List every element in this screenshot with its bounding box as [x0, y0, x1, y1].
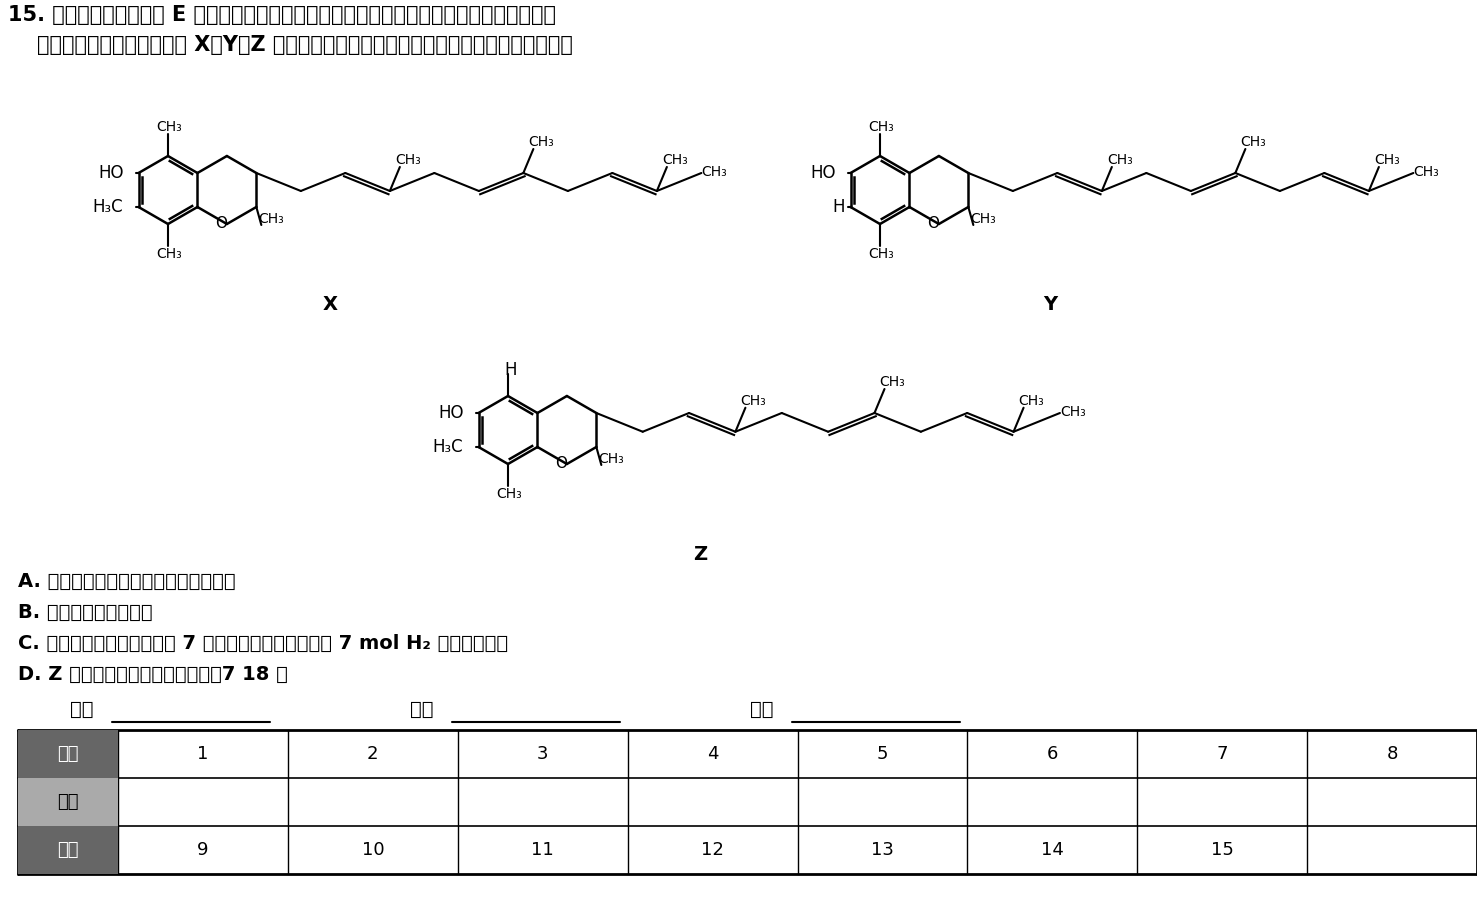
- Text: 班级: 班级: [69, 700, 93, 719]
- Text: B. 三种结构互为同系物: B. 三种结构互为同系物: [18, 603, 152, 622]
- Text: CH₃: CH₃: [662, 153, 688, 167]
- Text: 7: 7: [1217, 745, 1227, 763]
- Text: 分数: 分数: [750, 700, 774, 719]
- Text: CH₃: CH₃: [598, 452, 625, 466]
- Text: 题号: 题号: [58, 745, 78, 763]
- Text: CH₃: CH₃: [157, 120, 182, 134]
- Text: HO: HO: [811, 164, 836, 182]
- Text: 9: 9: [198, 841, 208, 859]
- Text: 中的一种功能性成分。以下 X、Y、Z 是生育三烯酚的三种不同结构，下列有关说法正确的是: 中的一种功能性成分。以下 X、Y、Z 是生育三烯酚的三种不同结构，下列有关说法正…: [7, 35, 573, 55]
- Text: 8: 8: [1387, 745, 1397, 763]
- Text: CH₃: CH₃: [970, 212, 995, 226]
- Text: 答案: 答案: [58, 793, 78, 811]
- Text: CH₃: CH₃: [1241, 135, 1266, 149]
- Text: C. 三种结构的每个分子中有 7 个碳碳双键，最多可以与 7 mol H₂ 发生加成反应: C. 三种结构的每个分子中有 7 个碳碳双键，最多可以与 7 mol H₂ 发生…: [18, 634, 508, 653]
- Text: Y: Y: [1043, 295, 1058, 314]
- Text: 11: 11: [532, 841, 554, 859]
- Text: X: X: [322, 295, 338, 314]
- Bar: [18, 730, 118, 778]
- Text: CH₃: CH₃: [868, 247, 894, 261]
- Text: 2: 2: [368, 745, 378, 763]
- Text: A. 三种结构中均含有三种不同的官能团: A. 三种结构中均含有三种不同的官能团: [18, 572, 236, 591]
- Text: Z: Z: [693, 545, 707, 564]
- Text: 13: 13: [871, 841, 894, 859]
- Text: O: O: [928, 216, 939, 231]
- Text: H: H: [833, 198, 845, 216]
- Text: 15: 15: [1211, 841, 1233, 859]
- Text: CH₃: CH₃: [879, 375, 905, 389]
- Text: O: O: [555, 456, 567, 471]
- Text: HO: HO: [99, 164, 124, 182]
- Text: 姓名: 姓名: [411, 700, 434, 719]
- Text: 15. 生育三烯酚是维生素 E 家族的一个成员，是身体不可缺少的营养成分，是棕椰油和米糠油: 15. 生育三烯酚是维生素 E 家族的一个成员，是身体不可缺少的营养成分，是棕椰…: [7, 5, 555, 25]
- Text: CH₃: CH₃: [868, 120, 894, 134]
- Text: O: O: [214, 216, 227, 231]
- Text: 5: 5: [877, 745, 888, 763]
- Bar: [18, 826, 118, 874]
- Text: HO: HO: [439, 404, 464, 422]
- Text: D. Z 的烃基上氢原子的一氯代物月7 18 种: D. Z 的烃基上氢原子的一氯代物月7 18 种: [18, 665, 288, 684]
- Text: 4: 4: [707, 745, 718, 763]
- Text: CH₃: CH₃: [1413, 165, 1439, 179]
- Text: CH₃: CH₃: [1060, 405, 1086, 419]
- Text: 1: 1: [198, 745, 208, 763]
- Text: CH₃: CH₃: [394, 153, 421, 167]
- Text: CH₃: CH₃: [157, 247, 182, 261]
- Text: CH₃: CH₃: [1374, 153, 1400, 167]
- Text: 题号: 题号: [58, 841, 78, 859]
- Text: 3: 3: [538, 745, 548, 763]
- Text: CH₃: CH₃: [1019, 394, 1044, 408]
- Text: CH₃: CH₃: [702, 165, 727, 179]
- Text: H: H: [504, 361, 517, 379]
- Bar: [18, 778, 118, 826]
- Text: 6: 6: [1047, 745, 1058, 763]
- Text: H₃C: H₃C: [93, 198, 123, 216]
- Text: CH₃: CH₃: [740, 394, 767, 408]
- Text: 12: 12: [702, 841, 724, 859]
- Text: H₃C: H₃C: [433, 438, 464, 456]
- Text: CH₃: CH₃: [529, 135, 554, 149]
- Text: CH₃: CH₃: [258, 212, 284, 226]
- Text: 14: 14: [1041, 841, 1063, 859]
- Text: CH₃: CH₃: [496, 487, 521, 501]
- Text: 10: 10: [362, 841, 384, 859]
- Text: CH₃: CH₃: [1106, 153, 1133, 167]
